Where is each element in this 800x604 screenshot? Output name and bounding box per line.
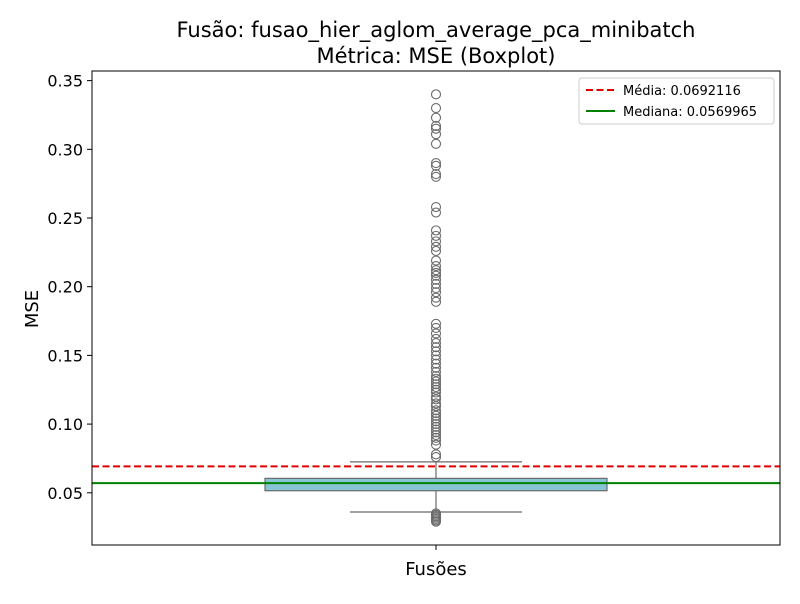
outlier-point <box>430 225 442 236</box>
outlier-point <box>430 424 442 435</box>
outlier-point <box>430 379 442 390</box>
legend-box <box>578 77 775 125</box>
outlier-point <box>430 381 442 393</box>
plot-area: 0.05 0.10 0.15 0.20 0.25 0.30 0.35 Média: 0.069… <box>47 70 781 550</box>
chart-title-line1: Fusão: fusao_hier_aglom_average_pca_mini… <box>177 18 696 43</box>
outlier-point <box>430 168 442 180</box>
outlier-point <box>430 373 442 384</box>
outlier-point <box>430 287 442 298</box>
outlier-point <box>430 384 442 395</box>
outlier-point <box>430 171 442 182</box>
outlier-point <box>430 103 442 114</box>
y-axis-label: MSE <box>22 290 43 328</box>
outlier-point <box>430 138 442 149</box>
outlier-point <box>430 350 442 361</box>
outlier-point <box>430 416 442 427</box>
outlier-point <box>430 439 442 450</box>
legend-median-label: Mediana: 0.0569965 <box>623 105 757 120</box>
axes-frame <box>91 70 781 546</box>
outlier-point <box>430 337 442 349</box>
outlier-point <box>430 430 442 441</box>
y-tick-label: 0.10 <box>47 415 83 434</box>
outlier-point <box>430 267 442 279</box>
outlier-point <box>430 391 442 402</box>
outlier-point <box>430 123 442 134</box>
y-tick-label: 0.15 <box>47 346 83 365</box>
y-tick-label: 0.35 <box>47 72 83 91</box>
outlier-point <box>430 370 442 382</box>
outlier-point <box>430 449 442 460</box>
outlier-point <box>430 452 442 463</box>
outlier-point <box>430 270 442 281</box>
y-tick-label: 0.30 <box>47 140 83 159</box>
outlier-point <box>430 398 442 409</box>
outlier-point <box>430 358 442 369</box>
y-tick-label: 0.05 <box>47 484 83 503</box>
outlier-point <box>430 283 442 294</box>
outlier-point <box>430 354 442 365</box>
x-axis-label: Fusões <box>405 559 467 580</box>
outlier-point <box>430 241 442 252</box>
outlier-point <box>430 394 442 405</box>
outlier-point <box>430 366 442 377</box>
outlier-point <box>430 112 442 123</box>
outlier-point <box>430 333 442 344</box>
outlier-point <box>430 387 442 398</box>
outlier-point <box>430 245 442 257</box>
outlier-point <box>430 328 442 339</box>
outlier-point <box>430 318 442 329</box>
outlier-point <box>430 292 442 303</box>
outlier-point <box>430 261 442 272</box>
iqr-box <box>264 477 608 492</box>
outlier-point <box>430 201 442 213</box>
outlier-point <box>430 120 442 132</box>
outlier-point <box>430 322 442 333</box>
y-tick-label: 0.20 <box>47 278 83 297</box>
outlier-point <box>430 376 442 387</box>
outlier-point <box>430 432 442 443</box>
outlier-point <box>430 346 442 357</box>
outlier-point <box>430 278 442 290</box>
outlier-point <box>430 408 442 419</box>
outlier-point <box>430 255 442 266</box>
outlier-point <box>430 129 442 140</box>
chart-title-line2: Métrica: MSE (Boxplot) <box>317 44 556 68</box>
outlier-point <box>430 362 442 373</box>
legend-mean-label: Média: 0.0692116 <box>623 84 741 99</box>
outlier-point <box>430 427 442 438</box>
outlier-point <box>430 207 442 218</box>
outlier-point <box>430 342 442 353</box>
outlier-point <box>430 508 442 519</box>
outlier-point <box>430 405 442 416</box>
outlier-point <box>430 435 442 446</box>
outlier-point <box>430 89 442 100</box>
outlier-point <box>430 401 442 412</box>
outlier-point <box>430 419 442 430</box>
outlier-point <box>430 236 442 247</box>
outlier-point <box>430 160 442 171</box>
outlier-point <box>430 413 442 424</box>
outlier-point <box>430 421 442 432</box>
outlier-point <box>430 158 442 169</box>
outlier-point <box>430 410 442 421</box>
outlier-point <box>430 274 442 285</box>
outlier-point <box>430 230 442 241</box>
outlier-point <box>430 265 442 276</box>
y-tick-label: 0.25 <box>47 209 83 228</box>
outlier-point <box>430 296 442 307</box>
